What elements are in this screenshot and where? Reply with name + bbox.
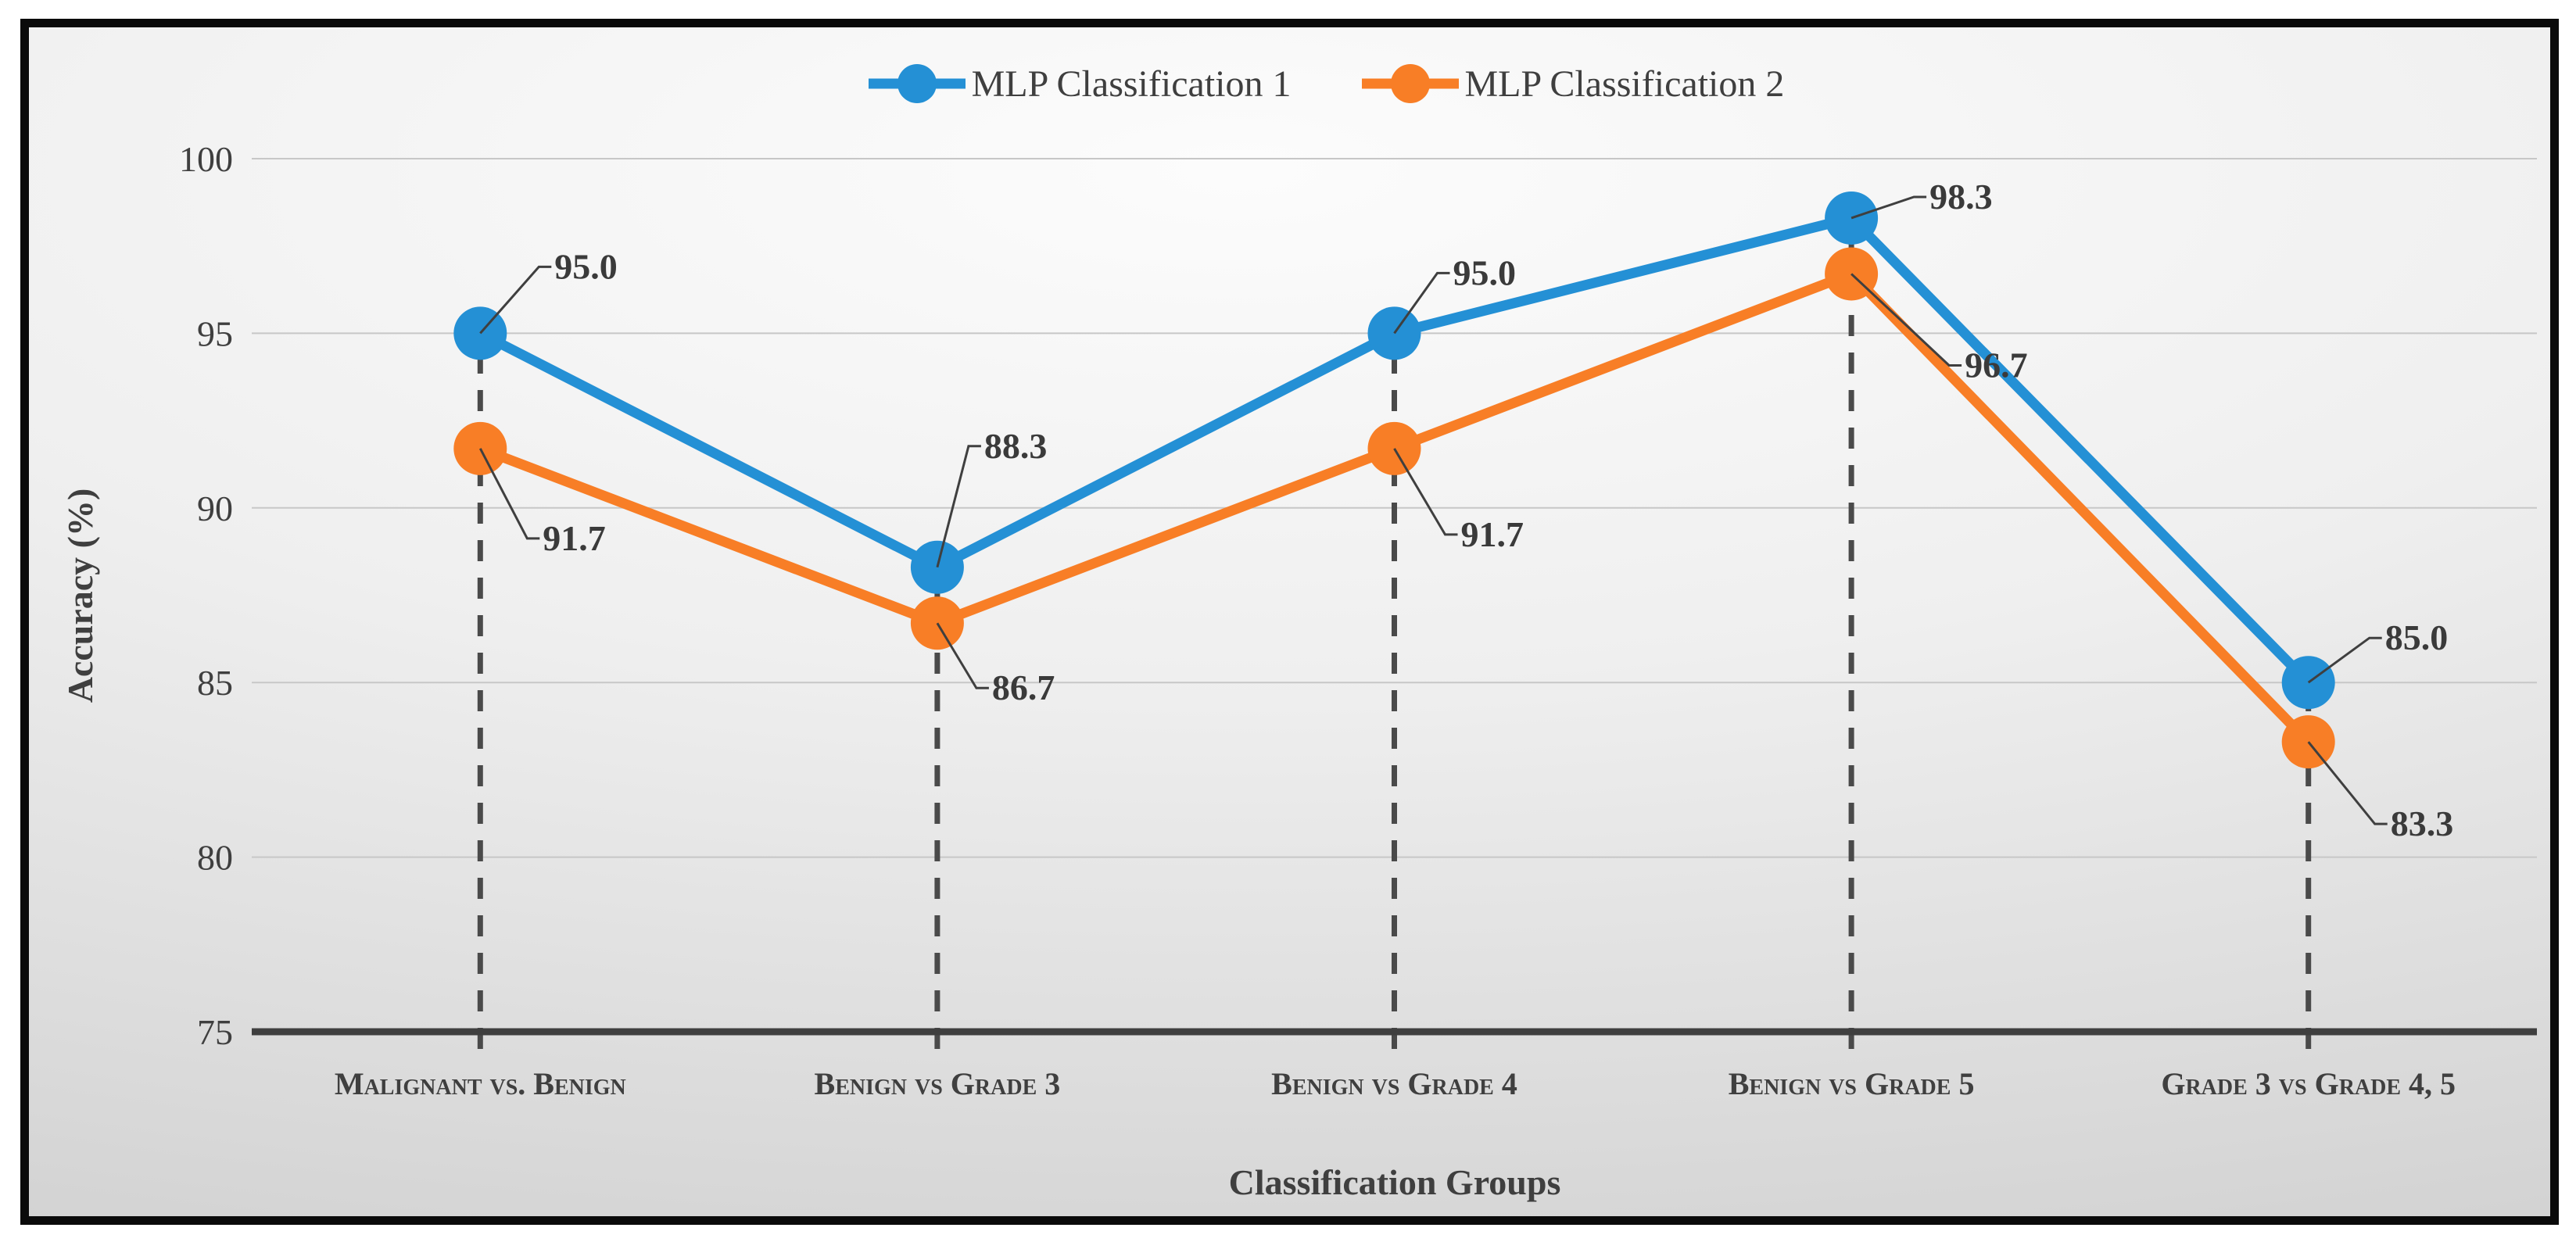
y-axis-title: Accuracy (%) xyxy=(60,489,100,703)
label-leader-line xyxy=(479,265,552,335)
data-label-1: 95.0 xyxy=(1453,252,1517,292)
x-category-label: Benign vs Grade 4 xyxy=(1271,1066,1517,1101)
legend-label: MLP Classification 2 xyxy=(1464,63,1785,105)
label-leader-line xyxy=(1850,273,1962,367)
label-leader-line xyxy=(2307,741,2388,825)
data-label-2: 86.7 xyxy=(992,668,1055,707)
label-leader-line xyxy=(2307,636,2382,684)
data-label-1: 88.3 xyxy=(984,426,1048,466)
data-label-2: 91.7 xyxy=(543,518,606,558)
data-label-1: 98.3 xyxy=(1929,177,1993,217)
legend: MLP Classification 1 MLP Classification … xyxy=(0,61,2576,106)
line-circle-marker-icon xyxy=(1361,64,1459,103)
x-axis-title: Classification Groups xyxy=(1229,1162,1561,1202)
y-tick-label: 80 xyxy=(197,838,233,878)
y-tick-label: 100 xyxy=(179,139,233,179)
y-tick-label: 85 xyxy=(197,663,233,703)
label-leader-line xyxy=(1393,448,1458,536)
line-circle-marker-icon xyxy=(868,64,966,103)
label-leader-line xyxy=(1850,195,1927,220)
x-category-label: Malignant vs. Benign xyxy=(335,1066,626,1101)
chart-frame xyxy=(20,19,2559,1225)
x-category-label: Benign vs Grade 5 xyxy=(1729,1066,1975,1101)
label-leader-line xyxy=(936,445,981,568)
y-tick-label: 75 xyxy=(197,1012,233,1052)
x-category-label: Benign vs Grade 3 xyxy=(815,1066,1061,1101)
data-label-2: 83.3 xyxy=(2391,804,2454,843)
data-label-1: 95.0 xyxy=(554,246,618,286)
x-category-label: Grade 3 vs Grade 4, 5 xyxy=(2161,1066,2456,1101)
legend-label: MLP Classification 1 xyxy=(971,63,1292,105)
label-leader-line xyxy=(1393,271,1450,335)
data-label-2: 91.7 xyxy=(1461,514,1524,554)
label-leader-line xyxy=(936,622,989,689)
data-label-1: 85.0 xyxy=(2385,617,2449,657)
label-leader-line xyxy=(478,448,540,540)
y-tick-label: 95 xyxy=(197,313,233,353)
legend-item-mlp-2: MLP Classification 2 xyxy=(1360,61,1785,106)
legend-item-mlp-1: MLP Classification 1 xyxy=(867,61,1292,106)
data-label-2: 96.7 xyxy=(1965,345,2028,385)
plot-area: 95.0 88.3 95.0 98.3 85.0 91.7 86.7 91.7 96.7 83.3… xyxy=(179,139,2537,1101)
y-tick-label: 90 xyxy=(197,489,233,528)
